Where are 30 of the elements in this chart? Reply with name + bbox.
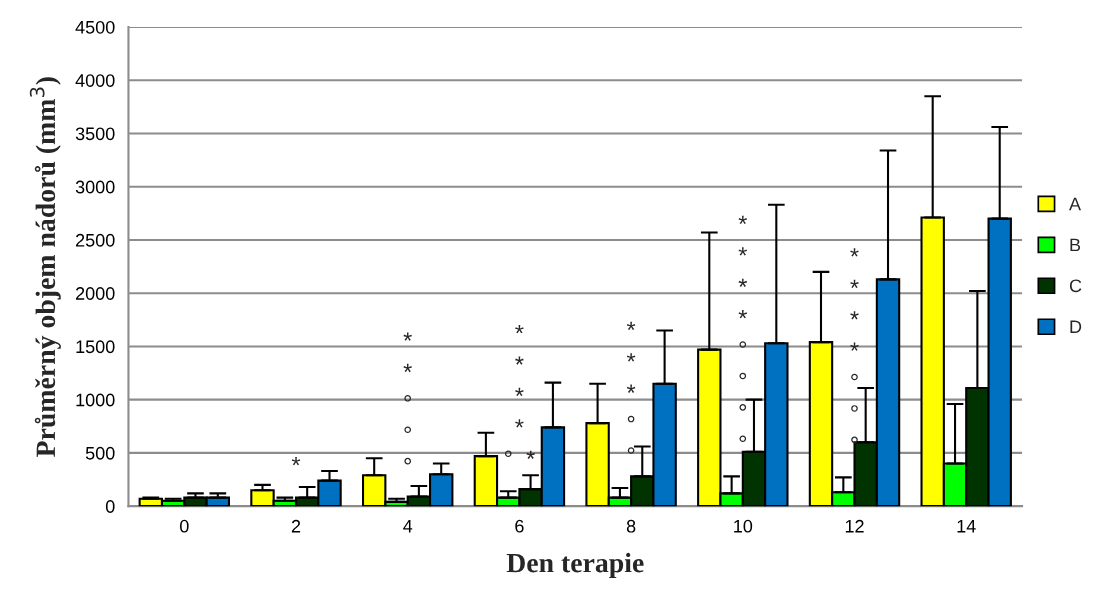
y-tick-label: 2000 — [76, 287, 115, 300]
legend-label: D — [1070, 320, 1082, 333]
x-tick-label: 6 — [515, 519, 524, 533]
x-tick-label: 4 — [403, 520, 413, 533]
x-tick-label: 14 — [957, 520, 976, 533]
annotation: * * * * ° * — [504, 324, 535, 459]
y-tick-label: 0 — [105, 500, 115, 513]
x-tick-label: 12 — [845, 519, 864, 533]
y-tick-label: 4000 — [75, 74, 115, 87]
y-tick-label: 3500 — [75, 127, 115, 141]
annotation: * * * * ° ° ° — [850, 248, 859, 444]
y-axis-title: Průměrný objem nádorů (mm$^{3}$) — [29, 77, 61, 457]
annotation: * — [291, 457, 301, 466]
x-tick-label: 8 — [626, 519, 636, 533]
y-tick-label: 1000 — [76, 393, 115, 407]
x-axis-title: Den terapie — [506, 552, 644, 579]
y-tick-label: 1500 — [76, 340, 115, 354]
x-tick-label: 10 — [734, 519, 753, 533]
legend-label: A — [1069, 197, 1082, 211]
y-tick-label: 4500 — [75, 20, 115, 34]
y-tick-label: 500 — [85, 446, 115, 460]
legend-label: B — [1070, 238, 1081, 252]
y-tick-label: 3000 — [75, 180, 115, 194]
x-tick-label: 2 — [291, 519, 301, 533]
y-tick-label: 2500 — [76, 233, 115, 247]
x-tick-label: 0 — [179, 519, 189, 533]
annotation: * * ° ° ° — [403, 332, 412, 465]
legend-label: C — [1069, 279, 1082, 293]
annotation: * * * * ° ° ° ° — [738, 215, 748, 443]
annotation: * * * ° ° — [626, 321, 636, 454]
